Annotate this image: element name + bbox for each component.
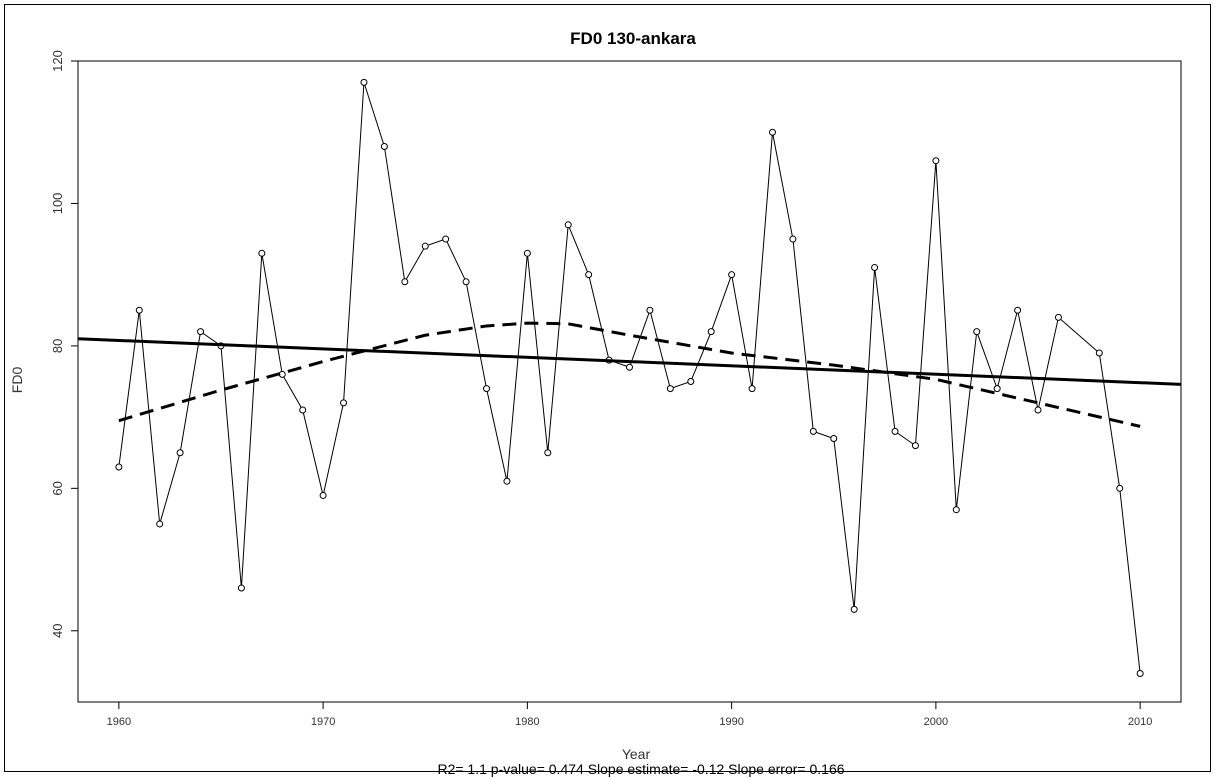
data-point [115,463,123,471]
data-point [360,78,368,86]
data-point [237,584,245,592]
y-tick-label: 40 [50,624,65,638]
data-point [483,385,491,393]
y-axis: 40 60 80 100 120 [50,50,78,638]
data-point [1054,313,1062,321]
series-layer [77,78,1182,678]
data-point [299,406,307,414]
data-point [993,385,1001,393]
x-axis: 1960 1970 1980 1990 2000 2010 [107,702,1152,728]
x-axis-label: Year [622,746,651,762]
data-point [258,249,266,257]
data-point [1034,406,1042,414]
data-point [1116,484,1124,492]
y-tick-label: 120 [50,50,65,72]
x-tick-label: 1990 [719,716,743,728]
data-point [789,235,797,243]
data-point [523,249,531,257]
data-point [340,399,348,407]
data-point [442,235,450,243]
x-tick-label: 1960 [107,716,131,728]
y-tick-label: 60 [50,481,65,495]
data-point [1095,349,1103,357]
x-tick-label: 1980 [515,716,539,728]
data-point [156,520,164,528]
y-tick-label: 80 [50,339,65,353]
data-line [118,82,1141,674]
data-point [646,306,654,314]
data-point [830,434,838,442]
data-point [401,278,409,286]
data-point [932,157,940,165]
data-point [319,491,327,499]
data-point [748,385,756,393]
data-point [564,221,572,229]
data-point [1014,306,1022,314]
data-point [911,442,919,450]
plot-area [77,60,1182,703]
data-point [135,306,143,314]
data-point [871,264,879,272]
data-point [666,385,674,393]
data-point [626,363,633,371]
chart-frame [4,4,1211,772]
x-tick-label: 1970 [311,716,335,728]
data-point [973,328,981,336]
x-tick-label: 2010 [1128,716,1152,728]
data-point [687,378,695,385]
data-point [380,142,388,150]
data-point [462,278,470,286]
data-point [768,128,776,136]
data-point [176,449,184,457]
data-point [728,271,736,279]
chart-title: FD0 130-ankara [570,29,696,48]
data-point [197,328,205,336]
data-point [809,427,817,435]
linear-trend-line [77,337,1182,386]
data-point [544,449,552,457]
data-point [850,605,858,613]
data-point [585,271,593,279]
data-point [503,477,511,485]
data-point [952,506,960,514]
data-point [707,328,715,336]
data-point [421,242,429,250]
y-tick-label: 100 [50,193,65,215]
stats-footer: R2= 1.1 p-value= 0.474 Slope estimate= -… [437,761,844,777]
x-tick-label: 2000 [924,716,948,728]
data-point [1136,670,1144,678]
y-axis-label: FD0 [9,367,25,394]
data-point [891,427,899,435]
smoothed-trend-line [118,321,1141,428]
